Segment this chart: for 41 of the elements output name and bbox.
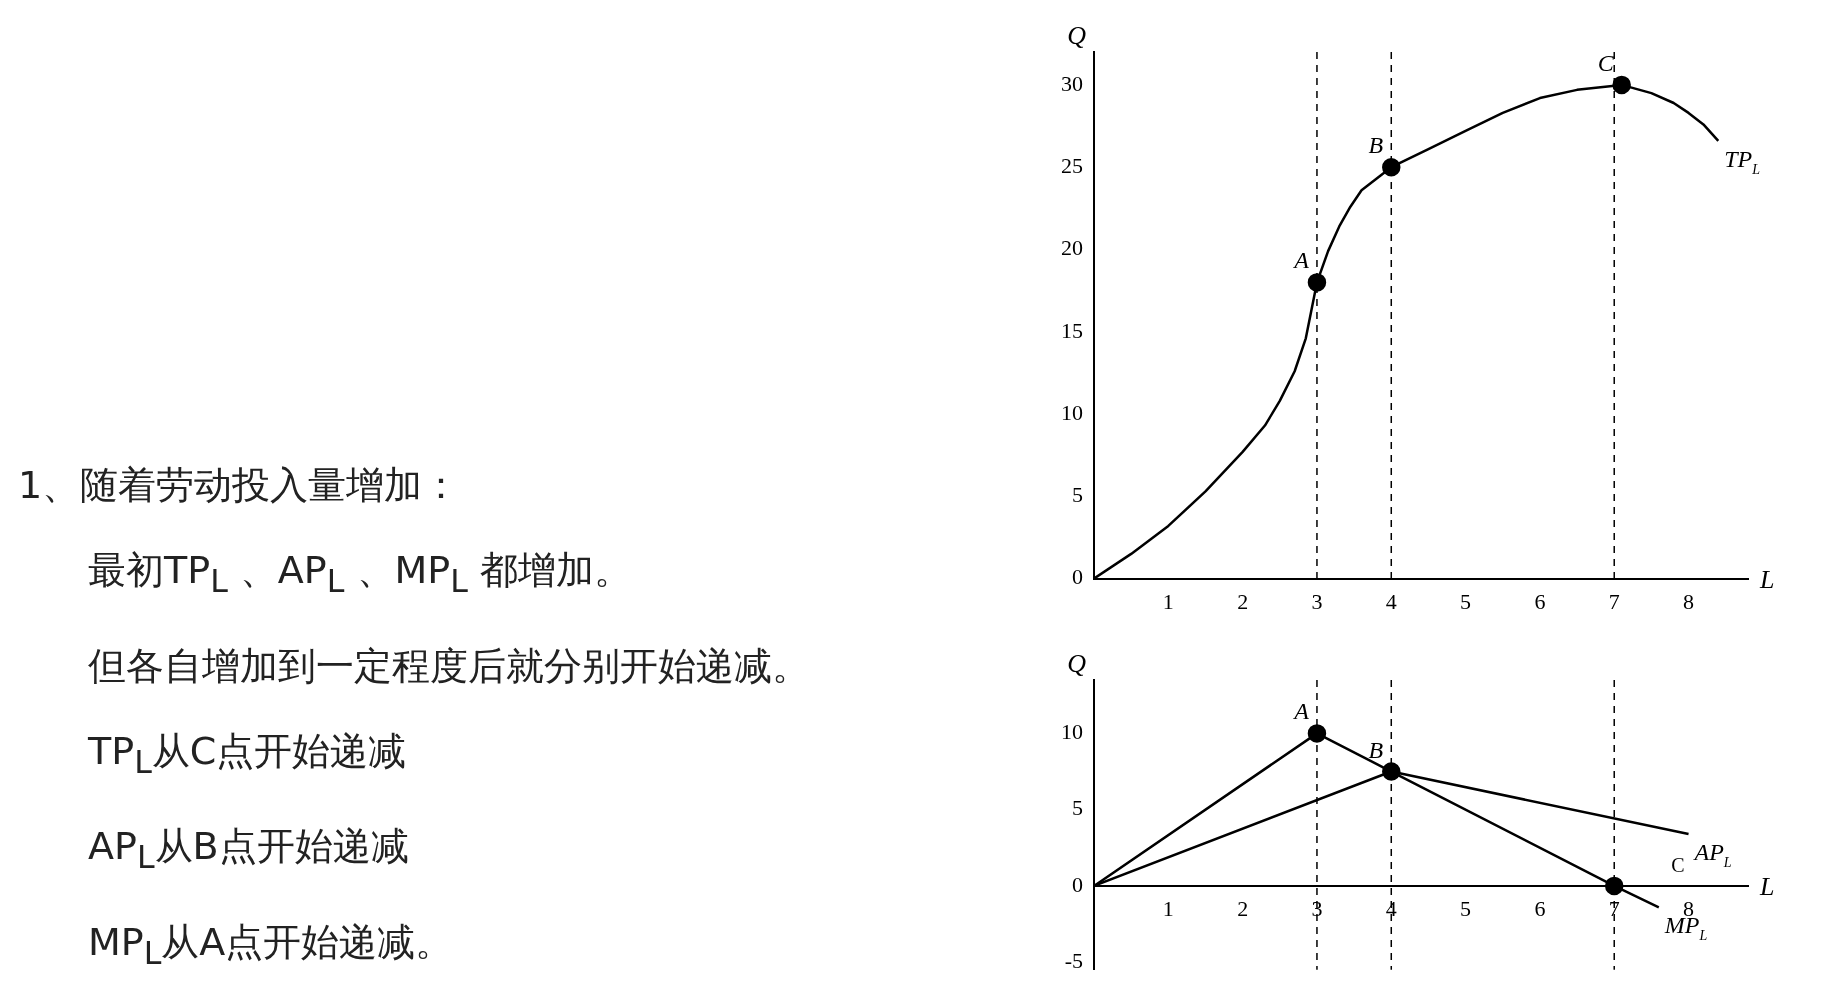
text: 1、随着劳动投入量增加： bbox=[18, 462, 462, 509]
x-axis-title: L bbox=[1759, 871, 1775, 901]
y-tick-label: 0 bbox=[1072, 564, 1083, 590]
y-tick-label: 20 bbox=[1061, 235, 1083, 261]
y-tick-label: 5 bbox=[1072, 795, 1083, 821]
y-tick-label: 15 bbox=[1061, 317, 1083, 343]
x-tick-label: 2 bbox=[1237, 895, 1249, 921]
x-tick-label: 6 bbox=[1534, 588, 1546, 614]
x-tick-label: 7 bbox=[1608, 588, 1620, 614]
y-tick-label: 30 bbox=[1061, 70, 1083, 96]
annotation: C bbox=[1671, 853, 1685, 876]
text: MP$_{L}$从A点开始递减。 bbox=[87, 918, 455, 973]
x-tick-label: 5 bbox=[1460, 588, 1472, 614]
x-axis-title: L bbox=[1759, 564, 1775, 594]
x-tick-label: 3 bbox=[1311, 895, 1323, 921]
y-tick-label: 25 bbox=[1061, 152, 1083, 178]
y-tick-label: 5 bbox=[1072, 482, 1083, 508]
annotation: A bbox=[1292, 247, 1310, 274]
text: 但各自增加到一定程度后就分别开始递减。 bbox=[87, 642, 811, 690]
x-tick-label: 3 bbox=[1311, 588, 1323, 614]
annotation: C bbox=[1597, 49, 1615, 76]
annotation: B bbox=[1368, 736, 1384, 763]
x-tick-label: 7 bbox=[1608, 895, 1620, 921]
x-tick-label: 1 bbox=[1162, 895, 1174, 921]
annotation: B bbox=[1368, 132, 1384, 159]
annotation: A bbox=[1292, 698, 1310, 725]
x-tick-label: 4 bbox=[1385, 588, 1397, 614]
y-tick-label: -5 bbox=[1064, 947, 1083, 973]
y-axis-title: Q bbox=[1067, 21, 1087, 50]
text: TP$_{L}$从C点开始递减 bbox=[87, 727, 408, 782]
x-tick-label: 8 bbox=[1683, 588, 1695, 614]
text: 最初TP$_{L}$ 、AP$_{L}$ 、MP$_{L}$ 都增加。 bbox=[87, 547, 633, 601]
x-tick-label: 5 bbox=[1460, 895, 1472, 921]
y-tick-label: 10 bbox=[1061, 719, 1083, 745]
x-tick-label: 1 bbox=[1162, 588, 1174, 614]
text: AP$_{L}$从B点开始递减 bbox=[87, 823, 410, 877]
y-tick-label: 0 bbox=[1072, 871, 1083, 897]
y-axis-title: Q bbox=[1067, 649, 1087, 678]
x-tick-label: 6 bbox=[1534, 895, 1546, 921]
y-tick-label: 10 bbox=[1061, 399, 1083, 425]
x-tick-label: 2 bbox=[1237, 588, 1249, 614]
